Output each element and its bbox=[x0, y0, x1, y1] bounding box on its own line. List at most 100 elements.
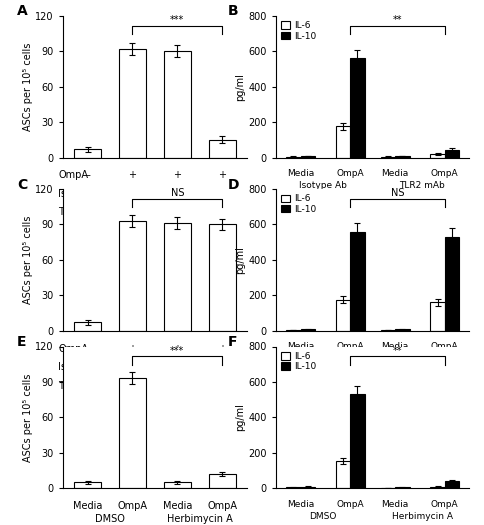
Bar bbox=[381, 330, 395, 331]
Text: –: – bbox=[220, 362, 225, 372]
Legend: IL-6, IL-10: IL-6, IL-10 bbox=[280, 20, 317, 41]
Text: Isotype Ab: Isotype Ab bbox=[59, 189, 110, 199]
Text: OmpA: OmpA bbox=[118, 501, 148, 511]
Bar bbox=[336, 461, 350, 488]
Bar bbox=[445, 481, 459, 488]
Bar bbox=[445, 237, 459, 331]
Y-axis label: pg/ml: pg/ml bbox=[236, 403, 245, 432]
Text: OmpA: OmpA bbox=[207, 501, 237, 511]
Text: –: – bbox=[130, 189, 135, 199]
Text: +: + bbox=[218, 381, 226, 391]
Text: –: – bbox=[130, 207, 135, 217]
Text: Media: Media bbox=[287, 169, 314, 178]
Text: B: B bbox=[227, 4, 238, 18]
Text: NS: NS bbox=[170, 188, 184, 198]
Text: –: – bbox=[85, 362, 90, 372]
Text: OmpA: OmpA bbox=[431, 342, 458, 351]
Text: OmpA: OmpA bbox=[336, 342, 364, 351]
Text: Herbimycin A: Herbimycin A bbox=[167, 514, 233, 524]
Text: +: + bbox=[173, 171, 182, 181]
Text: Media: Media bbox=[381, 169, 409, 178]
Text: D: D bbox=[227, 177, 239, 192]
Text: –: – bbox=[130, 381, 135, 391]
Bar bbox=[164, 482, 191, 488]
Bar bbox=[119, 221, 146, 331]
Text: E: E bbox=[17, 335, 27, 349]
Bar bbox=[350, 394, 364, 488]
Text: C: C bbox=[17, 177, 27, 192]
Text: –: – bbox=[85, 381, 90, 391]
Y-axis label: pg/ml: pg/ml bbox=[236, 246, 245, 274]
Text: OmpA: OmpA bbox=[336, 500, 364, 509]
Bar bbox=[74, 322, 101, 331]
Bar bbox=[164, 51, 191, 158]
Text: Isotype Ab: Isotype Ab bbox=[59, 362, 110, 372]
Bar bbox=[209, 140, 236, 158]
Bar bbox=[445, 150, 459, 158]
Bar bbox=[286, 487, 301, 488]
Text: +: + bbox=[173, 189, 182, 199]
Text: Media: Media bbox=[287, 342, 314, 351]
Bar bbox=[430, 302, 445, 331]
Text: **: ** bbox=[393, 15, 402, 25]
Text: TLR2 mAb: TLR2 mAb bbox=[399, 181, 445, 191]
Text: ***: *** bbox=[170, 346, 184, 356]
Bar bbox=[336, 127, 350, 158]
Bar bbox=[164, 223, 191, 331]
Text: Media: Media bbox=[163, 501, 192, 511]
Bar bbox=[301, 156, 315, 157]
Y-axis label: ASCs per 10⁵ cells: ASCs per 10⁵ cells bbox=[23, 373, 32, 461]
Text: ***: *** bbox=[170, 15, 184, 25]
Text: TLR4 mAb: TLR4 mAb bbox=[399, 354, 445, 364]
Text: Isotype Ab: Isotype Ab bbox=[299, 181, 347, 191]
Text: +: + bbox=[218, 171, 226, 181]
Bar bbox=[301, 487, 315, 488]
Text: TLR2 mAb: TLR2 mAb bbox=[59, 207, 108, 217]
Bar bbox=[74, 482, 101, 488]
Text: Isotype Ab: Isotype Ab bbox=[299, 354, 347, 364]
Text: –: – bbox=[85, 171, 90, 181]
Text: Media: Media bbox=[381, 342, 409, 351]
Bar bbox=[381, 156, 395, 158]
Text: OmpA: OmpA bbox=[431, 500, 458, 509]
Text: +: + bbox=[128, 171, 136, 181]
Text: OmpA: OmpA bbox=[336, 169, 364, 178]
Bar bbox=[74, 149, 101, 158]
Y-axis label: ASCs per 10⁵ cells: ASCs per 10⁵ cells bbox=[23, 216, 32, 304]
Y-axis label: ASCs per 10⁵ cells: ASCs per 10⁵ cells bbox=[23, 43, 32, 131]
Text: Herbimycin A: Herbimycin A bbox=[392, 512, 453, 521]
Text: +: + bbox=[128, 344, 136, 354]
Legend: IL-6, IL-10: IL-6, IL-10 bbox=[280, 194, 317, 215]
Bar bbox=[119, 379, 146, 488]
Bar bbox=[209, 225, 236, 331]
Bar bbox=[286, 156, 301, 158]
Bar bbox=[395, 487, 409, 488]
Y-axis label: pg/ml: pg/ml bbox=[236, 72, 245, 101]
Text: +: + bbox=[173, 344, 182, 354]
Bar bbox=[395, 156, 409, 157]
Text: OmpA: OmpA bbox=[59, 171, 89, 181]
Text: Media: Media bbox=[73, 501, 102, 511]
Text: +: + bbox=[218, 344, 226, 354]
Bar bbox=[286, 330, 301, 331]
Text: OmpA: OmpA bbox=[59, 344, 89, 354]
Text: –: – bbox=[85, 207, 90, 217]
Bar bbox=[336, 300, 350, 331]
Bar bbox=[350, 58, 364, 158]
Bar bbox=[119, 49, 146, 158]
Bar bbox=[430, 154, 445, 158]
Bar bbox=[395, 329, 409, 331]
Text: OmpA: OmpA bbox=[431, 169, 458, 178]
Text: A: A bbox=[17, 4, 28, 18]
Text: –: – bbox=[175, 207, 180, 217]
Text: –: – bbox=[130, 362, 135, 372]
Text: Media: Media bbox=[287, 500, 314, 509]
Text: DMSO: DMSO bbox=[309, 512, 337, 521]
Bar bbox=[209, 474, 236, 488]
Bar bbox=[430, 487, 445, 488]
Text: F: F bbox=[227, 335, 237, 349]
Text: +: + bbox=[218, 207, 226, 217]
Text: DMSO: DMSO bbox=[95, 514, 125, 524]
Text: –: – bbox=[220, 189, 225, 199]
Text: –: – bbox=[85, 344, 90, 354]
